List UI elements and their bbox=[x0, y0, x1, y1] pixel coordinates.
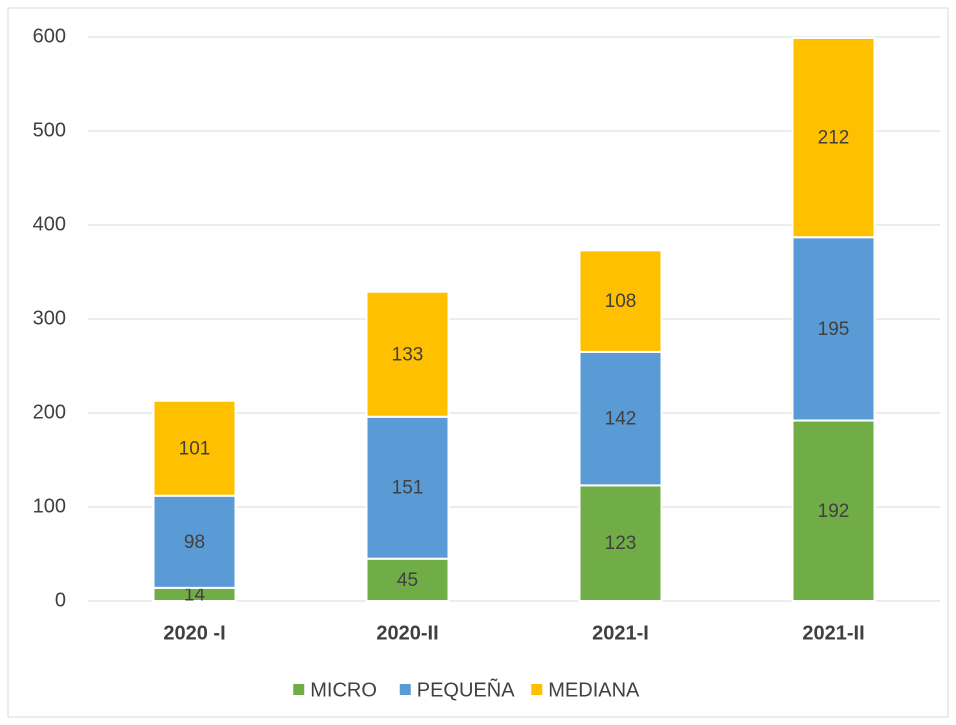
y-tick-label: 600 bbox=[33, 25, 66, 47]
legend-swatch bbox=[531, 684, 543, 695]
bar-segment bbox=[791, 236, 876, 422]
bar-segment bbox=[365, 557, 450, 603]
bar-segment bbox=[578, 249, 663, 353]
bar-segment bbox=[791, 36, 876, 239]
bar-segment bbox=[152, 494, 237, 589]
legend-swatch bbox=[399, 684, 411, 695]
data-label: 195 bbox=[818, 319, 850, 340]
data-label: 101 bbox=[179, 438, 211, 459]
bar-segment bbox=[578, 350, 663, 487]
x-tick-label: 2021-I bbox=[592, 622, 649, 644]
x-tick-label: 2020-II bbox=[376, 622, 438, 644]
data-label: 212 bbox=[818, 128, 850, 149]
x-tick-label: 2020 -I bbox=[163, 622, 225, 644]
bar-segment bbox=[791, 419, 876, 602]
data-label: 123 bbox=[605, 533, 637, 554]
bar-segment bbox=[152, 399, 237, 497]
bar-segment bbox=[365, 415, 450, 560]
data-label: 142 bbox=[605, 409, 637, 430]
legend-label: MICRO bbox=[310, 679, 377, 701]
y-tick-label: 500 bbox=[33, 119, 66, 141]
y-tick-label: 300 bbox=[33, 307, 66, 329]
data-label: 98 bbox=[184, 532, 205, 553]
y-tick-label: 100 bbox=[33, 495, 66, 517]
y-tick-label: 400 bbox=[33, 213, 66, 235]
data-label: 108 bbox=[605, 291, 637, 312]
y-tick-label: 0 bbox=[55, 589, 66, 611]
x-tick-label: 2021-II bbox=[802, 622, 864, 644]
legend-swatch bbox=[293, 684, 305, 695]
y-tick-label: 200 bbox=[33, 401, 66, 423]
legend-label: MEDIANA bbox=[548, 679, 640, 701]
data-label: 14 bbox=[184, 584, 206, 605]
data-label: 151 bbox=[392, 478, 424, 499]
bar-segment bbox=[365, 290, 450, 418]
legend-label: PEQUEÑA bbox=[417, 677, 515, 701]
bar-segment bbox=[578, 484, 663, 603]
chart-frame bbox=[7, 7, 949, 718]
data-label: 45 bbox=[397, 570, 418, 591]
data-label: 133 bbox=[392, 344, 424, 365]
data-label: 192 bbox=[818, 501, 850, 522]
